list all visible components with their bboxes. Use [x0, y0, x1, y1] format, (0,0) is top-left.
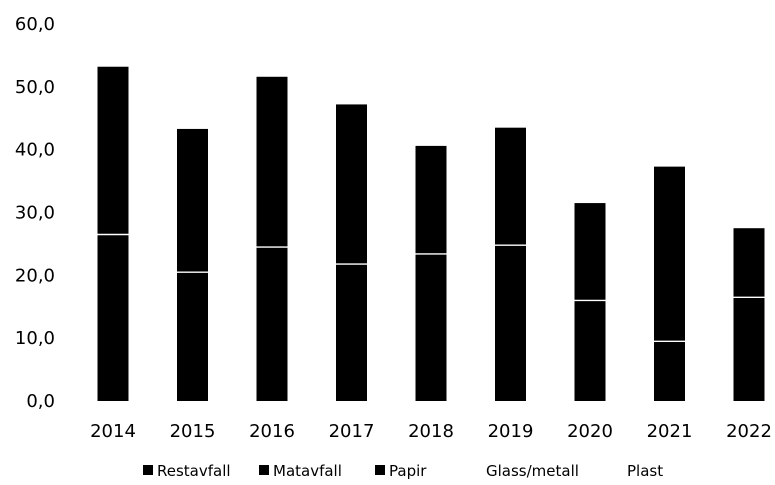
bar-segment-matavfall: [575, 203, 606, 300]
x-tick-label: 2016: [249, 421, 295, 442]
x-tick-label: 2020: [567, 421, 613, 442]
y-tick-label: 10,0: [15, 328, 55, 349]
legend-label: Matavfall: [273, 462, 342, 480]
legend-marker: [143, 465, 153, 475]
x-tick-label: 2015: [170, 421, 216, 442]
bars: [98, 67, 765, 401]
x-tick-label: 2019: [488, 421, 534, 442]
y-tick-label: 20,0: [15, 265, 55, 286]
x-tick-label: 2018: [408, 421, 454, 442]
x-tick-label: 2014: [90, 421, 136, 442]
bar-segment-restavfall: [336, 264, 367, 401]
legend-label: Glass/metall: [486, 462, 579, 480]
bar-segment-restavfall: [257, 247, 288, 401]
y-tick-label: 40,0: [15, 140, 55, 161]
x-tick-label: 2017: [329, 421, 375, 442]
bar-segment-matavfall: [177, 129, 208, 272]
legend: Restavfall Matavfall Papir Glass/metall Plas…: [143, 462, 663, 480]
legend-marker: [259, 465, 269, 475]
y-tick-label: 0,0: [26, 391, 55, 412]
x-axis-ticks: 2014 2015 2016 2017 2018 2019 2020 2021 2022: [90, 421, 772, 442]
bar-segment-restavfall: [416, 254, 447, 401]
bar-segment-matavfall: [734, 228, 765, 297]
bar-segment-matavfall: [416, 146, 447, 254]
y-tick-label: 60,0: [15, 14, 55, 35]
bar-segment-restavfall: [654, 341, 685, 401]
bar-segment-matavfall: [495, 128, 526, 245]
legend-marker: [375, 465, 385, 475]
bar-segment-restavfall: [575, 300, 606, 401]
y-tick-label: 30,0: [15, 203, 55, 224]
x-tick-label: 2021: [647, 421, 693, 442]
bar-segment-matavfall: [98, 67, 129, 235]
bar-segment-matavfall: [257, 77, 288, 247]
bar-segment-restavfall: [98, 234, 129, 401]
bar-segment-matavfall: [336, 104, 367, 264]
x-tick-label: 2022: [726, 421, 772, 442]
y-tick-label: 50,0: [15, 77, 55, 98]
y-axis-ticks: 0,0 10,0 20,0 30,0 40,0 50,0 60,0: [15, 14, 55, 412]
legend-label: Restavfall: [157, 462, 231, 480]
bar-segment-restavfall: [734, 297, 765, 401]
legend-label: Papir: [389, 462, 427, 480]
legend-label: Plast: [627, 462, 663, 480]
bar-segment-restavfall: [495, 245, 526, 401]
bar-segment-matavfall: [654, 167, 685, 342]
bar-segment-restavfall: [177, 272, 208, 401]
